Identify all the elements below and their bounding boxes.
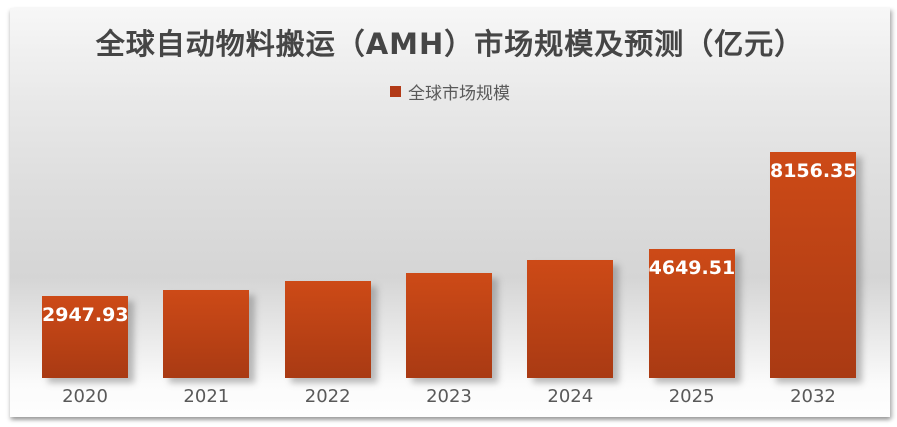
- bar-chart: 2947.93 2020 2021 2022 2023 2024 4649.51 2025 81…: [10, 8, 890, 417]
- x-axis-label-2022: 2022: [304, 386, 351, 407]
- bar-2032: 8156.35: [769, 152, 857, 378]
- legend: 全球市场规模: [10, 79, 890, 104]
- bar-value-label-2032: 8156.35: [769, 160, 857, 182]
- bar-2025: 4649.51: [648, 249, 736, 378]
- slide-canvas: 全球自动物料搬运（AMH）市场规模及预测（亿元） 全球市场规模 2947.93 2…: [10, 8, 890, 417]
- x-axis-label-2024: 2024: [547, 386, 594, 407]
- chart-title: 全球自动物料搬运（AMH）市场规模及预测（亿元）: [95, 27, 805, 61]
- bar-2021: [163, 290, 250, 378]
- bar-value-label-2025: 4649.51: [648, 257, 736, 279]
- bar-2020: 2947.93: [42, 296, 129, 378]
- bar-2022: [284, 281, 371, 378]
- x-axis-label-2025: 2025: [668, 386, 715, 407]
- bar-2023: [405, 273, 492, 378]
- bar-2024: [527, 260, 614, 378]
- x-axis-label-2032: 2032: [790, 386, 836, 407]
- x-axis-label-2021: 2021: [183, 386, 230, 407]
- legend-swatch-icon: [390, 86, 401, 97]
- x-axis-label-2023: 2023: [426, 386, 472, 407]
- bar-value-label-2020: 2947.93: [42, 304, 129, 326]
- x-axis-label-2020: 2020: [62, 386, 108, 407]
- legend-label: 全球市场规模: [408, 84, 510, 104]
